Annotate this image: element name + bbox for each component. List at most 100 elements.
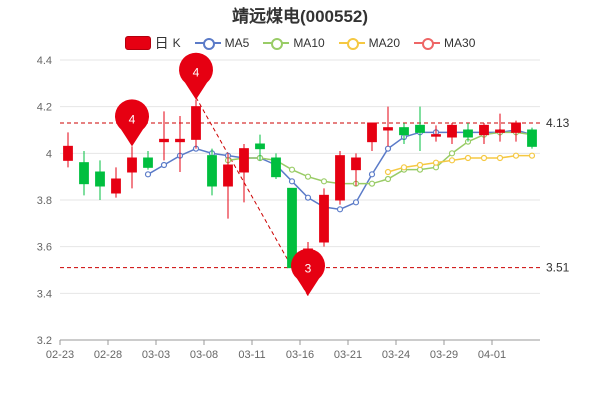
marker-pin: 4	[115, 99, 149, 147]
candle-body	[175, 138, 185, 143]
candle-body	[271, 157, 281, 178]
candle	[399, 123, 409, 144]
ma20-point	[416, 161, 424, 169]
y-tick-label: 4	[46, 148, 52, 160]
ma10-point	[320, 178, 328, 185]
candle-body	[383, 127, 393, 131]
legend-ma10-label: MA10	[293, 36, 325, 50]
legend-item-ma30[interactable]: MA30	[414, 36, 475, 50]
candle	[143, 151, 153, 170]
candle	[527, 127, 537, 149]
ma20-point	[496, 154, 504, 162]
candle-body	[495, 129, 505, 133]
x-tick-label: 02-28	[94, 349, 122, 361]
candle	[191, 99, 201, 149]
x-tick-label: 03-11	[238, 349, 265, 361]
candle	[127, 146, 137, 189]
candle-body	[415, 124, 425, 133]
x-tick-label: 03-03	[142, 349, 170, 361]
candle-body	[367, 122, 377, 143]
legend-k-suffix: K	[172, 36, 181, 50]
candle-body	[479, 124, 489, 136]
candle	[319, 188, 329, 247]
candle	[79, 151, 89, 196]
candle	[207, 148, 217, 196]
candle-body	[399, 127, 409, 136]
ma10-point	[288, 166, 296, 173]
candle	[367, 122, 377, 151]
legend-item-ma5[interactable]: MA5	[194, 36, 250, 50]
candlestick-swatch-icon	[124, 36, 151, 50]
marker-label: 3	[305, 262, 312, 276]
x-tick-label: 02-23	[46, 349, 74, 361]
y-tick-label: 4.2	[37, 102, 52, 114]
legend-k-prefix: 日	[154, 35, 169, 51]
candle	[431, 125, 441, 142]
ma20-point	[480, 154, 488, 162]
ma5-point	[384, 145, 392, 152]
marker-label: 4	[193, 66, 200, 80]
marker-pin-shape	[115, 99, 149, 147]
legend-item-k[interactable]: 日 K	[124, 33, 181, 53]
candle	[271, 153, 281, 179]
candle-body	[143, 157, 153, 168]
candle	[111, 167, 121, 198]
ma10-line-icon	[263, 36, 290, 50]
candle-body	[527, 129, 537, 147]
candle	[255, 134, 265, 161]
candle	[159, 111, 169, 161]
candle-body	[223, 164, 233, 187]
ma20-series-line	[387, 154, 532, 173]
ma5-point	[288, 178, 296, 185]
ma10-point	[368, 180, 376, 187]
candle-body	[335, 155, 345, 201]
x-tick-label: 03-24	[382, 349, 410, 361]
ma20-point	[528, 152, 536, 159]
x-tick-label: 03-16	[286, 349, 314, 361]
reference-line-label: 4.13	[546, 116, 570, 130]
candle-body	[63, 145, 73, 161]
ma10-point	[384, 175, 392, 183]
ma5-point	[144, 171, 152, 178]
candle	[479, 123, 489, 144]
candle-body	[239, 148, 249, 173]
candle-body	[95, 171, 105, 187]
y-tick-label: 3.8	[37, 195, 52, 207]
candle	[511, 120, 521, 142]
legend-ma20-label: MA20	[368, 36, 401, 50]
legend-item-ma10[interactable]: MA10	[263, 36, 325, 50]
ma20-point	[464, 154, 472, 162]
y-tick-label: 3.4	[37, 288, 52, 300]
ma10-point	[448, 150, 456, 157]
y-tick-label: 4.4	[37, 55, 52, 67]
legend-ma30-label: MA30	[444, 36, 476, 50]
x-tick-label: 03-29	[430, 349, 458, 361]
candle-body	[159, 138, 169, 143]
ma20-point	[512, 152, 520, 159]
candle-body	[511, 122, 521, 133]
candle	[175, 116, 185, 172]
marker-label: 4	[129, 112, 136, 126]
ma30-line-icon	[414, 36, 441, 50]
legend: 日 K MA5 MA10 MA20 MA30	[0, 34, 600, 52]
candle-body	[127, 157, 137, 173]
ma5-line-icon	[194, 36, 221, 50]
legend-ma5-label: MA5	[224, 36, 250, 50]
candle-body	[463, 129, 473, 138]
x-tick-label: 04-01	[478, 349, 506, 361]
candle	[447, 123, 457, 144]
candle	[415, 106, 425, 151]
ma5-point	[368, 171, 376, 178]
ma5-point	[304, 194, 312, 201]
legend-item-ma20[interactable]: MA20	[338, 36, 401, 50]
candle-body	[447, 124, 457, 138]
ma5-point	[160, 161, 168, 169]
ma5-point	[336, 206, 344, 213]
ma5-point	[352, 199, 360, 206]
candle-body	[191, 106, 201, 140]
y-tick-label: 3.6	[37, 242, 52, 254]
candle	[223, 153, 233, 219]
candle	[63, 132, 73, 168]
candle	[383, 106, 393, 147]
